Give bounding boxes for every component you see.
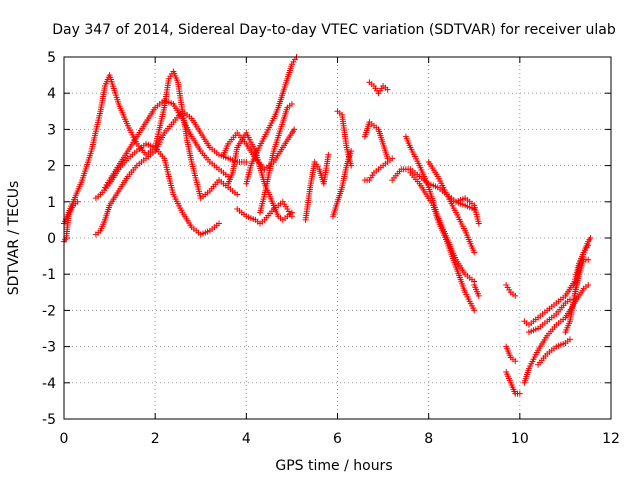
series-track-4 bbox=[92, 108, 250, 238]
x-tick-label: 10 bbox=[511, 431, 529, 447]
y-tick-label: -2 bbox=[42, 303, 56, 319]
y-tick-label: 4 bbox=[47, 86, 56, 102]
data-point bbox=[587, 235, 594, 241]
data-point bbox=[288, 213, 295, 220]
y-tick-label: 1 bbox=[47, 195, 56, 211]
series-track-29 bbox=[535, 336, 573, 368]
series-track-15 bbox=[366, 79, 391, 97]
series-track-28 bbox=[525, 296, 573, 336]
x-axis-label: GPS time / hours bbox=[275, 458, 392, 474]
data-points bbox=[61, 54, 594, 397]
series-track-23 bbox=[503, 282, 519, 299]
y-axis-label: SDTVAR / TECUs bbox=[6, 181, 22, 296]
x-tick-label: 12 bbox=[602, 431, 620, 447]
series-track-9 bbox=[243, 54, 300, 187]
data-point bbox=[243, 158, 250, 165]
series-track-31 bbox=[571, 256, 592, 299]
data-point bbox=[475, 220, 482, 227]
data-point bbox=[215, 220, 222, 227]
x-tick-label: 8 bbox=[424, 431, 433, 447]
data-point bbox=[384, 86, 391, 93]
y-tick-label: 2 bbox=[47, 159, 56, 175]
series-track-5 bbox=[102, 97, 232, 191]
x-tick-label: 6 bbox=[333, 431, 342, 447]
series-track-27 bbox=[521, 282, 592, 386]
series-track-21 bbox=[453, 195, 482, 227]
chart-title: Day 347 of 2014, Sidereal Day-to-day VTE… bbox=[52, 22, 616, 38]
data-point bbox=[288, 101, 295, 108]
y-tick-label: -4 bbox=[42, 376, 56, 392]
series-track-22 bbox=[471, 282, 482, 299]
y-tick-label: 5 bbox=[47, 50, 56, 66]
data-point bbox=[348, 162, 355, 169]
series-track-18 bbox=[402, 133, 478, 285]
data-point bbox=[291, 126, 298, 133]
series-track-14 bbox=[361, 119, 391, 162]
series-track-20 bbox=[425, 158, 478, 256]
grid-lines bbox=[64, 57, 611, 419]
plot-frame bbox=[63, 56, 612, 420]
x-tick-label: 4 bbox=[242, 431, 251, 447]
y-tick-label: 0 bbox=[47, 231, 56, 247]
data-point bbox=[516, 390, 523, 397]
series-track-19 bbox=[407, 169, 478, 314]
y-tick-label: -1 bbox=[42, 267, 56, 283]
data-point bbox=[585, 282, 592, 289]
x-tick-label: 0 bbox=[60, 431, 69, 447]
series-track-8 bbox=[234, 198, 295, 227]
series-track-11 bbox=[302, 151, 332, 223]
data-point bbox=[566, 296, 573, 303]
data-point bbox=[74, 198, 81, 205]
y-tick-label: -5 bbox=[42, 412, 56, 428]
series-track-13 bbox=[334, 108, 355, 169]
series-track-25 bbox=[503, 368, 523, 397]
series-track-10 bbox=[257, 101, 295, 216]
data-point bbox=[566, 336, 573, 343]
data-point bbox=[471, 249, 478, 256]
series-track-16 bbox=[361, 155, 396, 184]
data-point bbox=[471, 307, 478, 314]
data-point bbox=[512, 292, 519, 299]
data-point bbox=[325, 151, 332, 158]
data-point bbox=[234, 191, 241, 198]
x-tick-label: 2 bbox=[151, 431, 160, 447]
series-track-3 bbox=[92, 140, 222, 238]
data-point bbox=[512, 358, 519, 365]
data-point bbox=[475, 292, 482, 299]
y-tick-label: 3 bbox=[47, 122, 56, 138]
data-point bbox=[585, 256, 592, 263]
data-point bbox=[348, 148, 355, 155]
series-track-24 bbox=[503, 343, 519, 365]
data-point bbox=[389, 155, 396, 162]
y-tick-label: -3 bbox=[42, 340, 56, 356]
